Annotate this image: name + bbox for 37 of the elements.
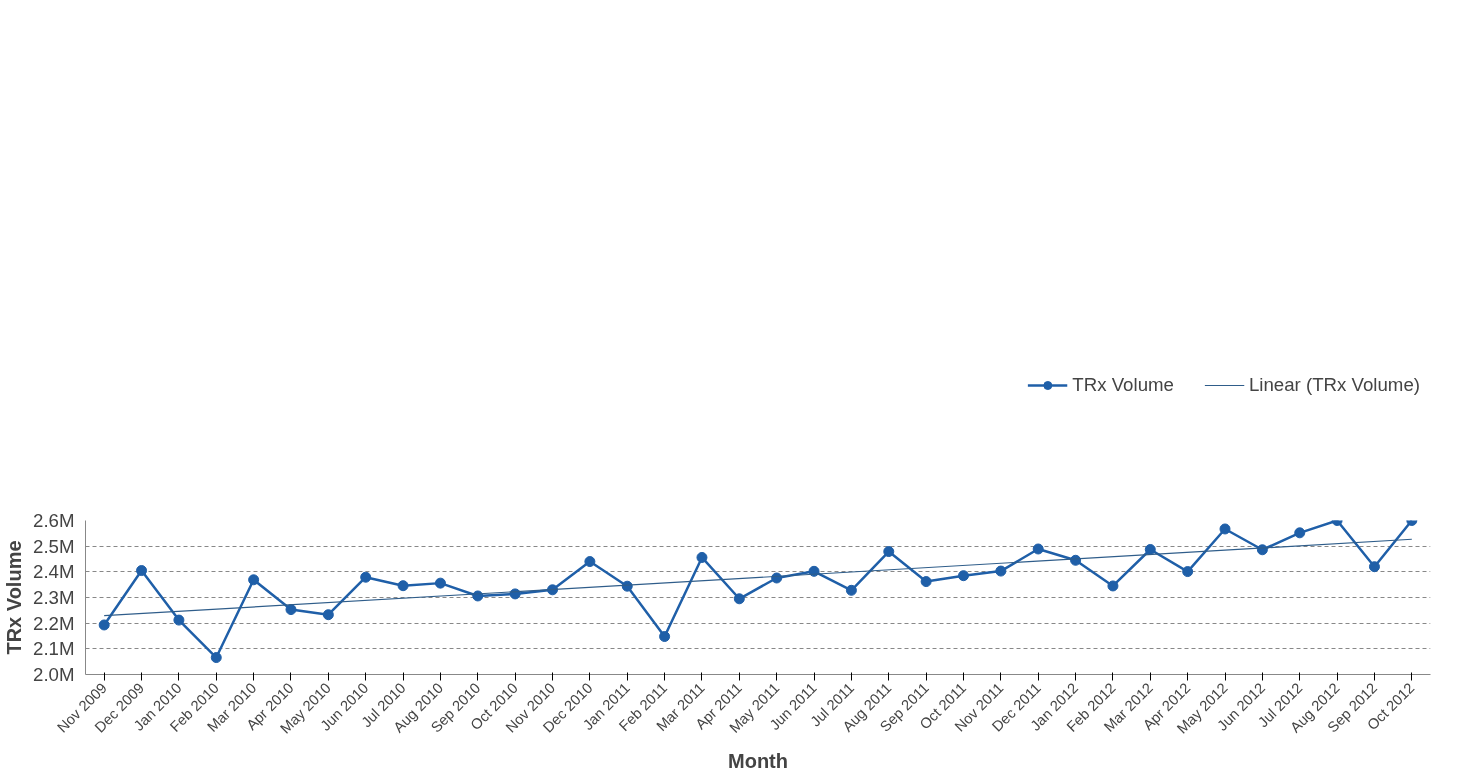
point	[883, 546, 895, 558]
point	[1294, 527, 1306, 539]
point	[957, 570, 969, 582]
point	[920, 576, 932, 588]
point	[845, 584, 857, 596]
point	[173, 614, 185, 626]
point	[434, 577, 446, 589]
y-tick-label: 2.4M	[33, 561, 75, 583]
point	[322, 609, 334, 621]
point	[360, 571, 372, 583]
legend-label: TRx Volume	[1072, 373, 1174, 396]
y-tick-label: 2.5M	[33, 535, 75, 557]
point	[1107, 580, 1119, 592]
x-axis-title: Month	[728, 750, 788, 773]
point	[248, 574, 260, 586]
point	[995, 565, 1007, 577]
point	[696, 551, 708, 563]
point	[98, 619, 110, 631]
point	[659, 631, 671, 642]
y-tick-label: 2.6M	[33, 510, 75, 531]
point	[210, 652, 222, 664]
point	[285, 604, 297, 616]
point	[1032, 543, 1044, 555]
point	[1219, 523, 1231, 535]
point	[1368, 561, 1380, 573]
point	[136, 565, 148, 577]
y-tick-label: 2.0M	[33, 664, 75, 685]
y-tick-label: 2.1M	[33, 638, 75, 660]
point	[1144, 544, 1156, 555]
point	[733, 593, 745, 605]
point	[397, 580, 409, 592]
legend-label: Linear (TRx Volume)	[1248, 373, 1420, 396]
point	[1182, 566, 1194, 578]
y-axis-title: TRx Volume	[3, 540, 26, 655]
y-tick-label: 2.2M	[33, 612, 75, 634]
point	[584, 556, 596, 568]
y-tick-label: 2.3M	[33, 587, 75, 608]
